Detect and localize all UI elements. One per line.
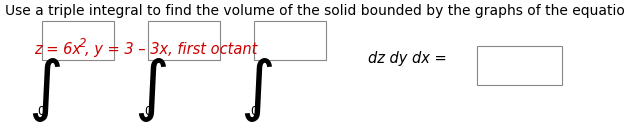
Text: $\int$: $\int$: [134, 56, 167, 124]
FancyBboxPatch shape: [254, 21, 326, 60]
Text: $0$: $0$: [250, 105, 258, 118]
Text: 2: 2: [79, 37, 87, 50]
Text: $\int$: $\int$: [240, 56, 273, 124]
FancyBboxPatch shape: [148, 21, 220, 60]
Text: $0$: $0$: [37, 105, 46, 118]
Text: z = 6x: z = 6x: [34, 42, 81, 57]
Text: , y = 3 – 3x, first octant: , y = 3 – 3x, first octant: [85, 42, 258, 57]
Text: dz dy dx =: dz dy dx =: [368, 51, 447, 66]
FancyBboxPatch shape: [477, 46, 562, 85]
FancyBboxPatch shape: [42, 21, 114, 60]
Text: $\int$: $\int$: [28, 56, 61, 124]
Text: Use a triple integral to find the volume of the solid bounded by the graphs of t: Use a triple integral to find the volume…: [5, 4, 624, 18]
Text: $0$: $0$: [144, 105, 152, 118]
